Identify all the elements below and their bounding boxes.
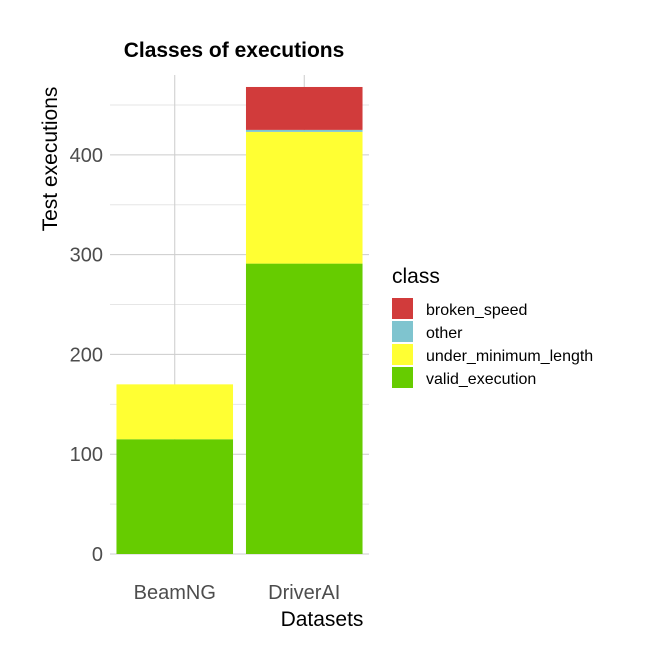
legend-swatch-other <box>392 321 413 342</box>
legend-label-other: other <box>426 325 463 342</box>
legend-swatch-valid-execution <box>392 367 413 388</box>
y-axis-title: Test executions <box>39 87 62 232</box>
legend-title: class <box>392 265 440 288</box>
y-tick-label: 300 <box>70 245 103 267</box>
bar-valid-execution-beamng <box>116 439 234 554</box>
y-tick-label: 100 <box>70 444 103 466</box>
bar-under-minimum-length-beamng <box>116 384 234 440</box>
x-tick-label: DriverAI <box>268 582 340 604</box>
legend-swatch-broken-speed <box>392 298 413 319</box>
legend-label-broken-speed: broken_speed <box>426 302 527 319</box>
x-axis-title: Datasets <box>281 608 364 631</box>
y-tick-label: 400 <box>70 145 103 167</box>
chart-title: Classes of executions <box>124 39 345 62</box>
bar-under-minimum-length-driverai <box>245 131 363 264</box>
legend-swatch-under-minimum-length <box>392 344 413 365</box>
legend-label-under-minimum-length: under_minimum_length <box>426 348 593 365</box>
bar-other-driverai <box>245 129 363 132</box>
legend-label-valid-execution: valid_execution <box>426 371 536 388</box>
bar-valid-execution-driverai <box>245 263 363 554</box>
x-tick-labels: BeamNG DriverAI <box>134 582 341 604</box>
y-tick-label: 200 <box>70 344 103 366</box>
x-tick-label: BeamNG <box>134 582 216 604</box>
bar-broken-speed-driverai <box>245 86 363 130</box>
bars <box>116 86 363 554</box>
y-tick-labels: 0 100 200 300 400 <box>70 145 103 566</box>
y-tick-label: 0 <box>92 544 103 566</box>
